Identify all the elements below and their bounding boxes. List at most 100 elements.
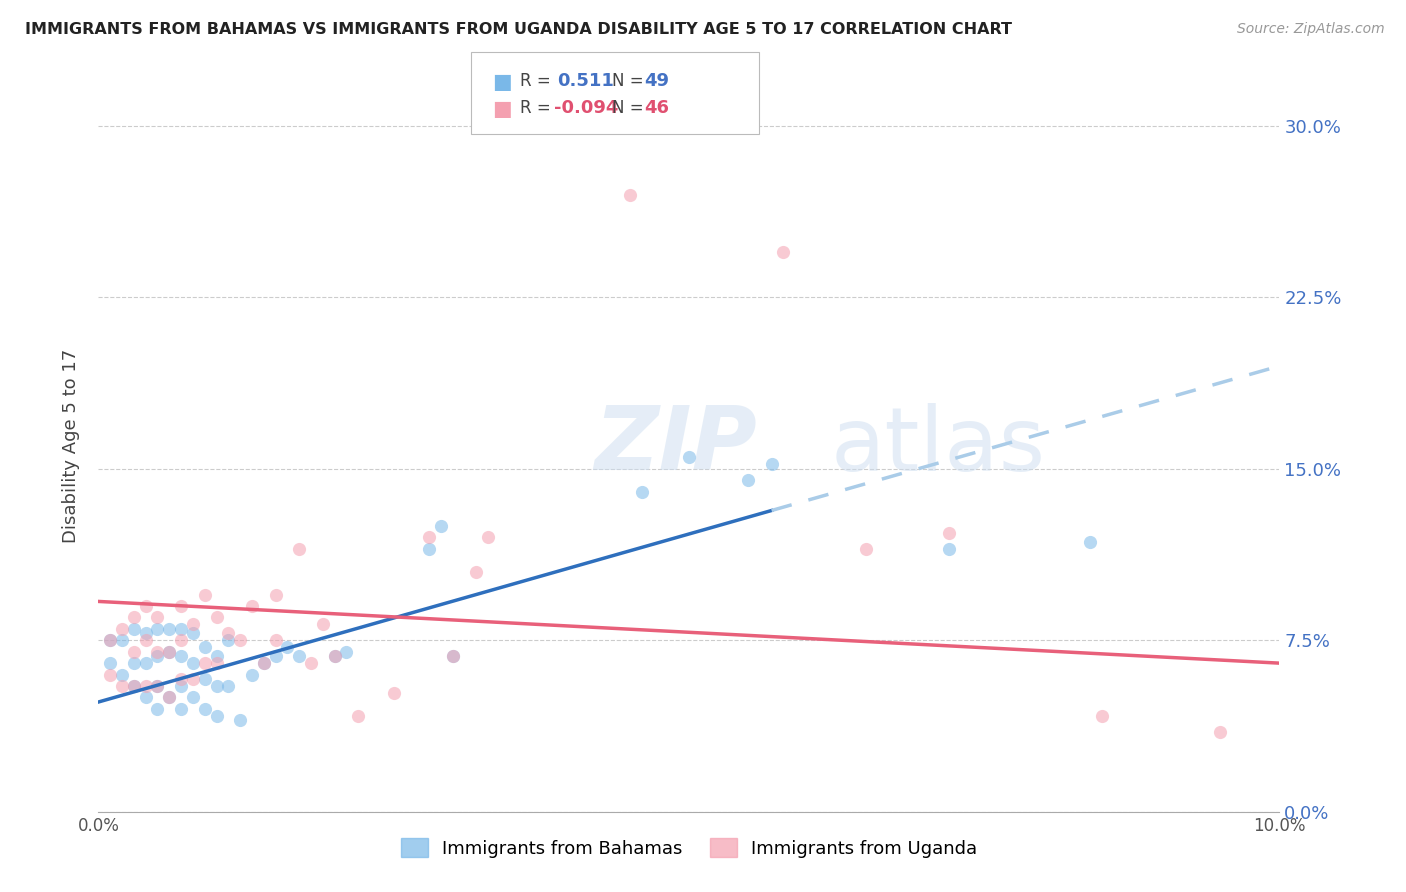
Point [194,672,217,686]
Point [441,649,464,664]
Point [217,679,239,693]
Point [205,679,228,693]
Point [205,610,228,624]
Point [229,714,252,728]
Point [264,649,287,664]
Point [205,656,228,670]
Point [217,633,239,648]
Point [170,633,193,648]
Point [1091,708,1114,723]
Text: -0.094: -0.094 [554,99,619,117]
Point [170,702,193,716]
Point [240,667,263,681]
Point [111,679,134,693]
Point [194,588,217,602]
Point [146,679,169,693]
Point [347,708,370,723]
Point [111,667,134,681]
Point [146,610,169,624]
Text: 49: 49 [644,72,669,90]
Point [157,645,180,659]
Point [98,633,121,648]
Point [323,649,346,664]
Point [157,690,180,705]
Point [135,656,157,670]
Point [111,633,134,648]
Point [288,649,311,664]
Text: ZIP: ZIP [595,402,758,490]
Point [418,541,440,556]
Point [135,690,157,705]
Point [170,679,193,693]
Point [111,622,134,636]
Point [772,244,794,259]
Text: atlas: atlas [831,402,1046,490]
Point [217,626,239,640]
Y-axis label: Disability Age 5 to 17: Disability Age 5 to 17 [62,349,80,543]
Point [1080,535,1102,549]
Point [194,656,217,670]
Text: R =: R = [520,99,551,117]
Point [418,530,440,544]
Point [122,610,145,624]
Text: Source: ZipAtlas.com: Source: ZipAtlas.com [1237,22,1385,37]
Point [181,656,204,670]
Point [146,645,169,659]
Point [181,690,204,705]
Point [146,622,169,636]
Text: N =: N = [612,72,643,90]
Point [855,541,877,556]
Point [288,541,311,556]
Point [194,702,217,716]
Point [264,633,287,648]
Text: 46: 46 [644,99,669,117]
Point [264,588,287,602]
Point [135,599,157,613]
Point [312,617,335,632]
Point [122,679,145,693]
Point [122,656,145,670]
Point [135,679,157,693]
Point [98,633,121,648]
Text: 0.511: 0.511 [557,72,613,90]
Point [253,656,276,670]
Point [122,622,145,636]
Point [430,519,453,533]
Point [170,672,193,686]
Text: IMMIGRANTS FROM BAHAMAS VS IMMIGRANTS FROM UGANDA DISABILITY AGE 5 TO 17 CORRELA: IMMIGRANTS FROM BAHAMAS VS IMMIGRANTS FR… [25,22,1012,37]
Point [253,656,276,670]
Point [157,622,180,636]
Point [299,656,322,670]
Point [737,473,759,487]
Point [181,617,204,632]
Text: ■: ■ [492,72,512,92]
Point [135,633,157,648]
Point [146,649,169,664]
Point [630,484,652,499]
Point [335,645,357,659]
Point [229,633,252,648]
Point [170,599,193,613]
Point [170,622,193,636]
Point [382,686,405,700]
Point [146,702,169,716]
Point [938,541,960,556]
Point [122,679,145,693]
Point [1209,724,1232,739]
Point [465,565,488,579]
Text: R =: R = [520,72,551,90]
Point [122,645,145,659]
Point [146,679,169,693]
Point [194,640,217,655]
Point [441,649,464,664]
Point [678,450,700,465]
Point [938,525,960,540]
Point [98,667,121,681]
Point [181,672,204,686]
Point [181,626,204,640]
Point [157,690,180,705]
Text: N =: N = [612,99,643,117]
Point [135,626,157,640]
Point [477,530,499,544]
Legend: Immigrants from Bahamas, Immigrants from Uganda: Immigrants from Bahamas, Immigrants from… [394,831,984,865]
